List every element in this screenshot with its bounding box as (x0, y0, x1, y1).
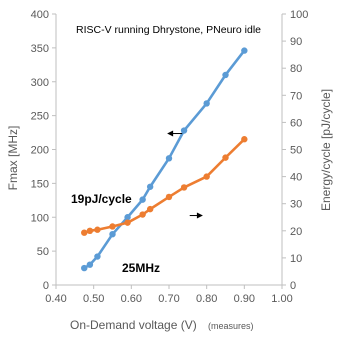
x-tick-label: 0.50 (83, 293, 104, 305)
data-point-energy-cycle (146, 205, 154, 213)
data-point-energy-cycle (109, 223, 116, 230)
data-point-energy-cycle (94, 226, 101, 233)
x-axis-label: On-Demand voltage (V) (70, 318, 197, 332)
data-point-fmax (241, 47, 248, 54)
annotation-energy-label: 19pJ/cycle (71, 192, 132, 206)
data-point-fmax (146, 183, 154, 190)
y-left-tick-label: 400 (31, 9, 49, 21)
data-point-energy-cycle (241, 136, 248, 143)
y-left-tick-label: 200 (31, 145, 49, 157)
y-right-tick-label: 30 (290, 199, 302, 211)
x-tick-label: 0.80 (196, 293, 217, 305)
y-axis-left-label: Fmax [MHz] (6, 126, 20, 191)
data-point-fmax (81, 264, 88, 272)
y-left-tick-label: 250 (31, 111, 49, 123)
y-left-tick-label: 350 (31, 43, 49, 55)
data-point-energy-cycle (222, 154, 229, 161)
y-left-tick-label: 150 (31, 178, 49, 190)
x-tick-label: 0.70 (158, 293, 179, 305)
y-right-tick-label: 70 (290, 90, 302, 102)
axes-layer: 0.40 0.50 0.60 0.70 0.80 0.90 1.00050100150200… (31, 9, 309, 305)
data-point-fmax (165, 155, 173, 162)
y-left-tick-label: 100 (31, 212, 49, 224)
data-point-fmax (124, 214, 131, 221)
data-point-energy-cycle (139, 211, 146, 218)
y-left-tick-label: 300 (31, 77, 49, 89)
series-line-fmax (83, 49, 246, 270)
data-point-energy-cycle (124, 219, 131, 226)
y-right-tick-label: 90 (290, 36, 302, 48)
data-point-fmax (139, 196, 146, 203)
x-tick-label: 0.40 (45, 293, 66, 305)
y-right-tick-label: 80 (290, 63, 302, 75)
data-point-fmax (109, 230, 116, 238)
axis-arrow-right-head (196, 212, 203, 219)
x-axis-label-note: (measures) (208, 321, 254, 331)
data-point-fmax (222, 71, 229, 79)
x-tick-label: 0.90 (234, 293, 255, 305)
data-point-energy-cycle (86, 227, 94, 234)
y-right-tick-label: 100 (290, 9, 308, 21)
chart-title: RISC-V running Dhrystone, PNeuro idle (76, 24, 261, 36)
series-line-energy-cycle (83, 138, 246, 234)
data-point-energy-cycle (81, 229, 88, 236)
y-right-tick-label: 10 (290, 253, 302, 265)
data-point-fmax (180, 127, 188, 134)
axis-arrow-left-head (167, 130, 174, 137)
data-point-fmax (86, 261, 94, 268)
y-left-tick-label: 0 (43, 280, 49, 292)
y-axis-right-label: Energy/cycle [pJ/cycle] (319, 89, 333, 211)
y-right-tick-label: 50 (290, 145, 302, 157)
data-point-energy-cycle (203, 173, 210, 180)
label-layer: RISC-V running Dhrystone, PNeuro idle On… (6, 24, 333, 332)
x-tick-label: 0.60 (121, 293, 142, 305)
y-right-tick-label: 40 (290, 172, 302, 184)
y-right-tick-label: 60 (290, 117, 302, 129)
y-left-tick-label: 50 (37, 246, 49, 258)
data-point-fmax (94, 253, 101, 260)
data-point-fmax (203, 100, 210, 107)
x-tick-label: 1.00 (271, 293, 292, 305)
data-point-energy-cycle (180, 184, 188, 191)
y-right-tick-label: 0 (290, 280, 296, 292)
series-layer (81, 47, 248, 272)
data-point-energy-cycle (165, 193, 173, 201)
y-right-tick-label: 20 (290, 226, 302, 238)
annotation-fmax-label: 25MHz (122, 261, 160, 275)
